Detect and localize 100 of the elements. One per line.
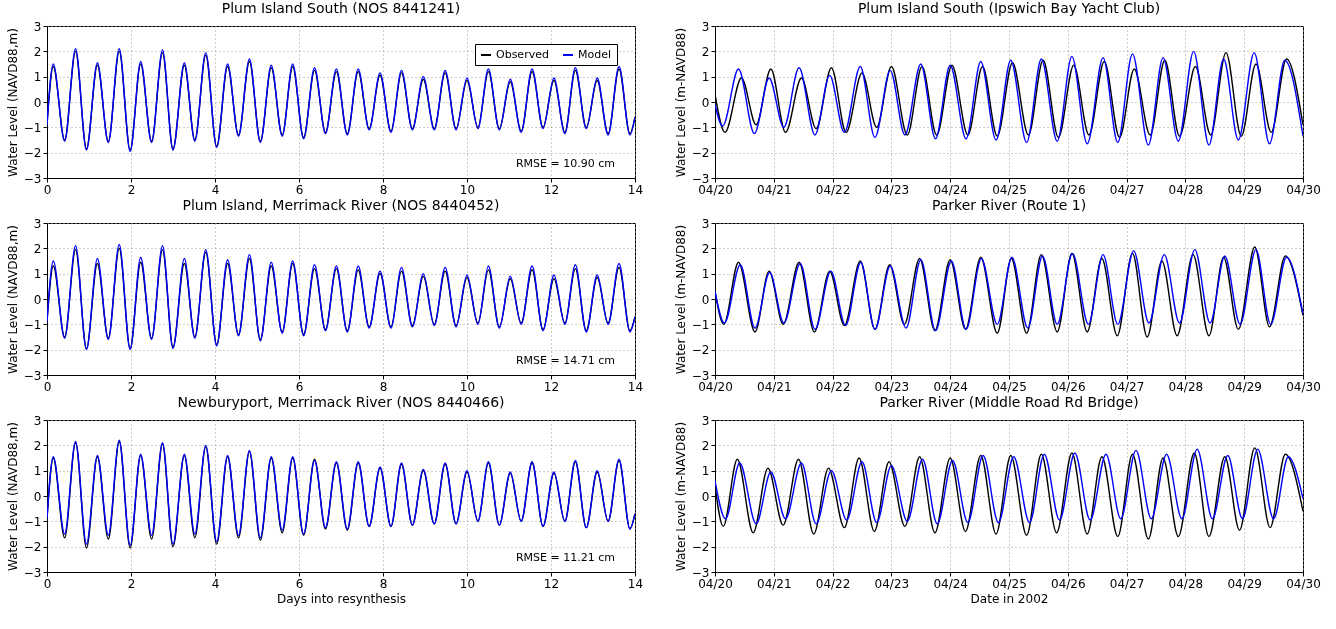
x-tick-label: 04/22 bbox=[815, 182, 851, 197]
x-tick-label: 04/28 bbox=[1168, 379, 1204, 394]
y-tick-label: 1 bbox=[33, 267, 42, 282]
x-tick-label: 10 bbox=[459, 576, 476, 591]
y-tick-label: −3 bbox=[23, 565, 42, 580]
x-tick-label: 2 bbox=[127, 379, 136, 394]
y-axis-title: Water Level (m-NAVD88) bbox=[673, 421, 688, 572]
legend-label: Model bbox=[578, 48, 612, 61]
y-tick-label: 0 bbox=[701, 95, 710, 110]
chart-title: Parker River (Route 1) bbox=[931, 197, 1087, 213]
x-tick-label: 04/25 bbox=[992, 379, 1027, 394]
y-axis-title: Water Level (m-NAVD88) bbox=[673, 224, 688, 375]
x-tick-label: 04/22 bbox=[815, 379, 851, 394]
x-tick-label: 4 bbox=[211, 379, 220, 394]
x-tick-label: 04/29 bbox=[1227, 379, 1262, 394]
x-tick-label: 4 bbox=[211, 182, 220, 197]
x-tick-label: 04/26 bbox=[1051, 379, 1086, 394]
y-tick-label: 0 bbox=[33, 292, 42, 307]
x-tick-label: 14 bbox=[627, 182, 644, 197]
x-tick-label: 12 bbox=[543, 576, 560, 591]
y-tick-label: −3 bbox=[23, 368, 42, 383]
y-tick-label: −2 bbox=[23, 343, 42, 358]
y-tick-label: 1 bbox=[33, 464, 42, 479]
x-tick-label: 04/23 bbox=[874, 379, 910, 394]
x-tick-label: 04/24 bbox=[933, 182, 968, 197]
y-axis-title: Water Level (NAVD88,m) bbox=[5, 225, 20, 374]
y-tick-label: 3 bbox=[33, 216, 42, 231]
y-tick-label: −1 bbox=[691, 317, 710, 332]
y-tick-label: −2 bbox=[691, 540, 710, 555]
y-tick-label: −1 bbox=[23, 120, 42, 135]
chart-title: Parker River (Middle Road Rd Bridge) bbox=[879, 394, 1139, 410]
y-tick-label: −1 bbox=[691, 120, 710, 135]
x-tick-label: 04/27 bbox=[1109, 379, 1145, 394]
x-tick-label: 12 bbox=[543, 182, 560, 197]
x-tick-label: 8 bbox=[379, 379, 388, 394]
x-tick-label: 04/28 bbox=[1168, 182, 1204, 197]
annotation: RMSE = 14.71 cm bbox=[515, 354, 615, 367]
chart-title: Plum Island South (NOS 8441241) bbox=[221, 0, 461, 16]
y-tick-label: −2 bbox=[691, 146, 710, 161]
y-tick-label: −2 bbox=[691, 343, 710, 358]
x-tick-label: 10 bbox=[459, 379, 476, 394]
x-tick-label: 6 bbox=[295, 182, 304, 197]
x-tick-label: 04/21 bbox=[757, 576, 792, 591]
annotation: RMSE = 10.90 cm bbox=[515, 157, 615, 170]
x-tick-label: 0 bbox=[43, 576, 52, 591]
x-tick-label: 2 bbox=[127, 182, 136, 197]
x-axis-title: Date in 2002 bbox=[970, 591, 1049, 606]
x-tick-label: 04/21 bbox=[757, 182, 792, 197]
y-tick-label: −1 bbox=[691, 514, 710, 529]
y-tick-label: 0 bbox=[701, 292, 710, 307]
y-tick-label: 2 bbox=[33, 241, 42, 256]
x-tick-label: 04/21 bbox=[757, 379, 792, 394]
x-tick-label: 8 bbox=[379, 576, 388, 591]
x-tick-label: 4 bbox=[211, 576, 220, 591]
y-axis-title: Water Level (NAVD88,m) bbox=[5, 28, 20, 177]
y-tick-label: 1 bbox=[701, 70, 710, 85]
y-tick-label: 3 bbox=[33, 19, 42, 34]
x-tick-label: 04/24 bbox=[933, 379, 968, 394]
y-tick-label: −2 bbox=[23, 540, 42, 555]
annotation: RMSE = 11.21 cm bbox=[515, 551, 615, 564]
x-tick-label: 04/26 bbox=[1051, 576, 1086, 591]
x-tick-label: 04/29 bbox=[1227, 576, 1262, 591]
x-tick-label: 04/25 bbox=[992, 182, 1027, 197]
y-tick-label: 3 bbox=[701, 216, 710, 231]
y-tick-label: 1 bbox=[701, 464, 710, 479]
y-tick-label: 3 bbox=[701, 19, 710, 34]
y-axis-title: Water Level (NAVD88,m) bbox=[5, 422, 20, 571]
y-tick-label: 1 bbox=[701, 267, 710, 282]
line-series bbox=[715, 448, 1303, 525]
x-tick-label: 04/27 bbox=[1109, 576, 1145, 591]
y-tick-label: 2 bbox=[701, 241, 710, 256]
chart-title: Plum Island South (Ipswich Bay Yacht Club) bbox=[857, 0, 1161, 16]
x-tick-label: 0 bbox=[43, 379, 52, 394]
x-tick-label: 04/30 bbox=[1286, 576, 1321, 591]
x-tick-label: 2 bbox=[127, 576, 136, 591]
chart-title: Plum Island, Merrimack River (NOS 8440452) bbox=[182, 197, 500, 213]
y-axis-title: Water Level (m-NAVD88) bbox=[673, 27, 688, 178]
y-tick-label: −1 bbox=[23, 317, 42, 332]
x-tick-label: 04/26 bbox=[1051, 182, 1086, 197]
x-tick-label: 04/23 bbox=[874, 576, 910, 591]
x-tick-label: 04/25 bbox=[992, 576, 1027, 591]
y-tick-label: 2 bbox=[701, 438, 710, 453]
x-tick-label: 04/30 bbox=[1286, 379, 1321, 394]
x-tick-label: 6 bbox=[295, 576, 304, 591]
x-tick-label: 04/22 bbox=[815, 576, 851, 591]
x-tick-label: 04/27 bbox=[1109, 182, 1145, 197]
y-tick-label: 2 bbox=[33, 44, 42, 59]
x-tick-label: 04/24 bbox=[933, 576, 968, 591]
x-axis-title: Days into resynthesis bbox=[276, 591, 407, 606]
y-tick-label: 2 bbox=[33, 438, 42, 453]
y-tick-label: 0 bbox=[701, 489, 710, 504]
y-tick-label: 1 bbox=[33, 70, 42, 85]
x-tick-label: 04/30 bbox=[1286, 182, 1321, 197]
x-tick-label: 04/29 bbox=[1227, 182, 1262, 197]
x-tick-label: 10 bbox=[459, 182, 476, 197]
y-tick-label: −1 bbox=[23, 514, 42, 529]
x-tick-label: 14 bbox=[627, 379, 644, 394]
y-tick-label: 2 bbox=[701, 44, 710, 59]
x-tick-label: 12 bbox=[543, 379, 560, 394]
x-tick-label: 8 bbox=[379, 182, 388, 197]
